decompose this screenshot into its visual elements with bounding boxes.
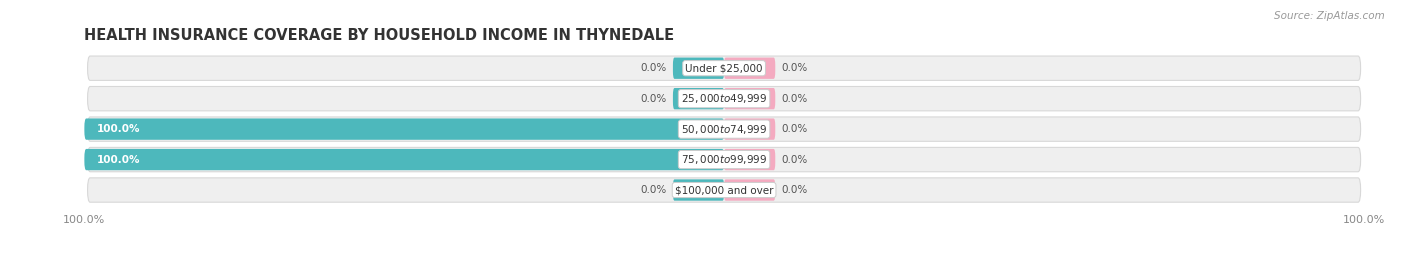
FancyBboxPatch shape xyxy=(724,149,775,170)
Text: $50,000 to $74,999: $50,000 to $74,999 xyxy=(681,123,768,136)
FancyBboxPatch shape xyxy=(724,58,775,79)
FancyBboxPatch shape xyxy=(673,88,724,109)
Text: 0.0%: 0.0% xyxy=(782,155,808,165)
FancyBboxPatch shape xyxy=(673,179,724,201)
FancyBboxPatch shape xyxy=(724,118,775,140)
FancyBboxPatch shape xyxy=(87,117,1361,141)
Text: HEALTH INSURANCE COVERAGE BY HOUSEHOLD INCOME IN THYNEDALE: HEALTH INSURANCE COVERAGE BY HOUSEHOLD I… xyxy=(84,28,675,43)
Text: Source: ZipAtlas.com: Source: ZipAtlas.com xyxy=(1274,11,1385,21)
Text: 0.0%: 0.0% xyxy=(782,124,808,134)
Text: $100,000 and over: $100,000 and over xyxy=(675,185,773,195)
FancyBboxPatch shape xyxy=(87,147,1361,172)
FancyBboxPatch shape xyxy=(84,118,724,140)
Text: 100.0%: 100.0% xyxy=(97,155,141,165)
FancyBboxPatch shape xyxy=(84,149,724,170)
Text: 0.0%: 0.0% xyxy=(782,63,808,73)
FancyBboxPatch shape xyxy=(724,88,775,109)
Text: 0.0%: 0.0% xyxy=(640,185,666,195)
FancyBboxPatch shape xyxy=(87,56,1361,80)
Text: 0.0%: 0.0% xyxy=(782,94,808,104)
FancyBboxPatch shape xyxy=(724,179,775,201)
Text: Under $25,000: Under $25,000 xyxy=(685,63,763,73)
FancyBboxPatch shape xyxy=(87,87,1361,111)
FancyBboxPatch shape xyxy=(87,178,1361,202)
Text: 100.0%: 100.0% xyxy=(97,124,141,134)
FancyBboxPatch shape xyxy=(673,58,724,79)
Text: 0.0%: 0.0% xyxy=(782,185,808,195)
Text: $25,000 to $49,999: $25,000 to $49,999 xyxy=(681,92,768,105)
Text: 0.0%: 0.0% xyxy=(640,94,666,104)
Text: 0.0%: 0.0% xyxy=(640,63,666,73)
Text: $75,000 to $99,999: $75,000 to $99,999 xyxy=(681,153,768,166)
